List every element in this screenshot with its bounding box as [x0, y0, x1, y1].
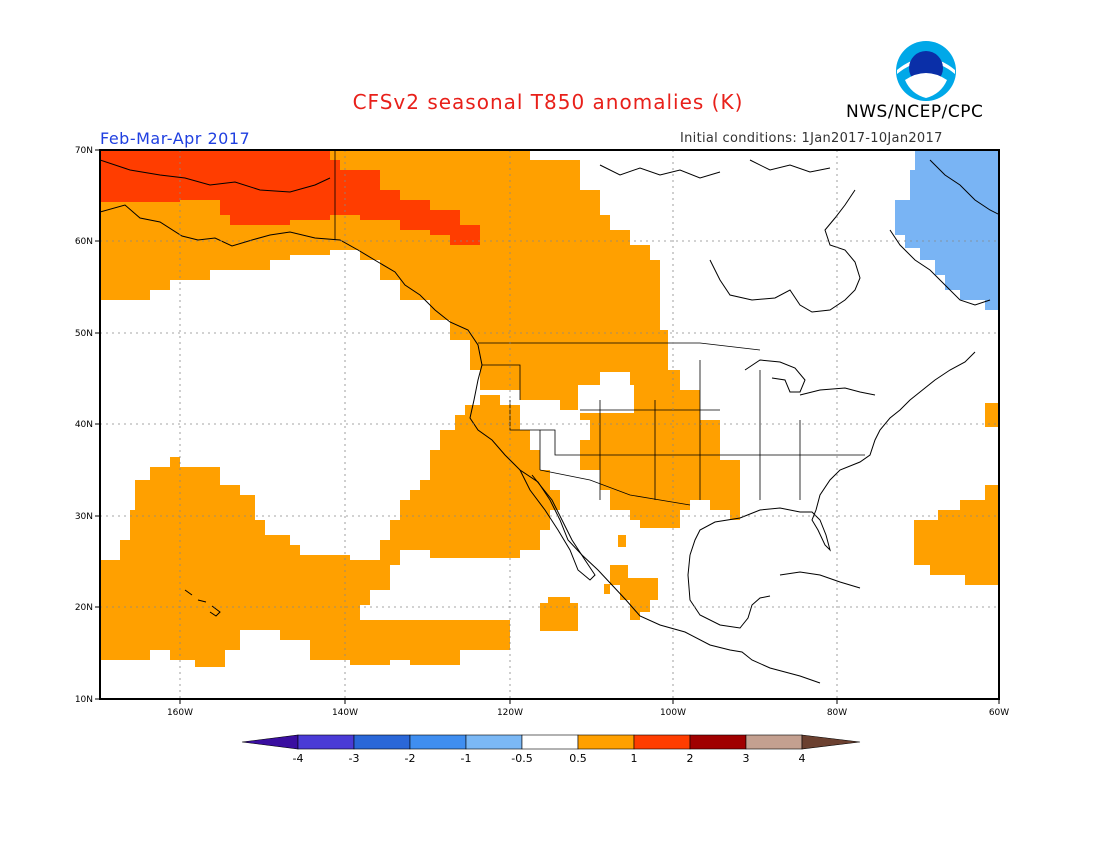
colorbar-label: -4 — [293, 752, 304, 765]
positive-anomaly-region-north — [100, 150, 740, 528]
lat-tick-label: 20N — [75, 603, 93, 613]
lon-tick-label: 100W — [660, 708, 686, 718]
colorbar-label: 4 — [799, 752, 806, 765]
lon-tick-label: 160W — [167, 708, 193, 718]
lon-tick-label: 80W — [827, 708, 847, 718]
colorbar-segment — [353, 734, 411, 750]
colorbar-segment — [297, 734, 355, 750]
agency-label: NWS/NCEP/CPC — [846, 102, 984, 122]
positive-anomaly-region-pacific — [100, 395, 560, 667]
colorbar: -4 -3 -2 -1 -0.5 0.5 1 2 3 4 — [241, 734, 861, 765]
colorbar-segment — [409, 734, 467, 750]
political-borders — [334, 150, 865, 506]
anomaly-fill — [100, 150, 999, 684]
colorbar-label: 2 — [687, 752, 694, 765]
lon-tick-label: 60W — [989, 708, 1009, 718]
lat-tick-label: 50N — [75, 329, 93, 339]
chart-title: CFSv2 seasonal T850 anomalies (K) — [352, 90, 744, 114]
coastlines — [100, 159, 999, 684]
gridlines — [100, 150, 999, 699]
colorbar-label: 0.5 — [569, 752, 587, 765]
lat-tick-label: 10N — [75, 695, 93, 705]
initial-conditions: Initial conditions: 1Jan2017-10Jan2017 — [680, 131, 943, 146]
strong-anomaly-region-alaska — [100, 150, 480, 245]
colorbar-segment — [801, 734, 861, 750]
colorbar-label: -0.5 — [511, 752, 532, 765]
colorbar-segment — [745, 734, 803, 750]
lat-tick-label: 40N — [75, 420, 93, 430]
lat-tick-label: 30N — [75, 512, 93, 522]
colorbar-segment — [241, 734, 299, 750]
negative-anomaly-region-labrador — [895, 150, 999, 310]
colorbar-segment — [577, 734, 635, 750]
colorbar-label: 1 — [631, 752, 638, 765]
colorbar-segment — [689, 734, 747, 750]
positive-anomaly-region-atlantic — [914, 485, 999, 585]
colorbar-segment — [465, 734, 523, 750]
colorbar-segment — [633, 734, 691, 750]
lat-ticks — [95, 149, 100, 700]
forecast-period: Feb-Mar-Apr 2017 — [100, 129, 251, 148]
colorbar-label: 3 — [743, 752, 750, 765]
lon-ticks — [179, 699, 1000, 704]
noaa-logo — [895, 40, 957, 102]
lon-tick-label: 120W — [497, 708, 523, 718]
colorbar-label: -3 — [349, 752, 360, 765]
lon-tick-label: 140W — [332, 708, 358, 718]
lat-tick-label: 60N — [75, 237, 93, 247]
colorbar-label: -1 — [461, 752, 472, 765]
lat-tick-label: 70N — [75, 146, 93, 156]
colorbar-segment — [521, 734, 579, 750]
colorbar-label: -2 — [405, 752, 416, 765]
